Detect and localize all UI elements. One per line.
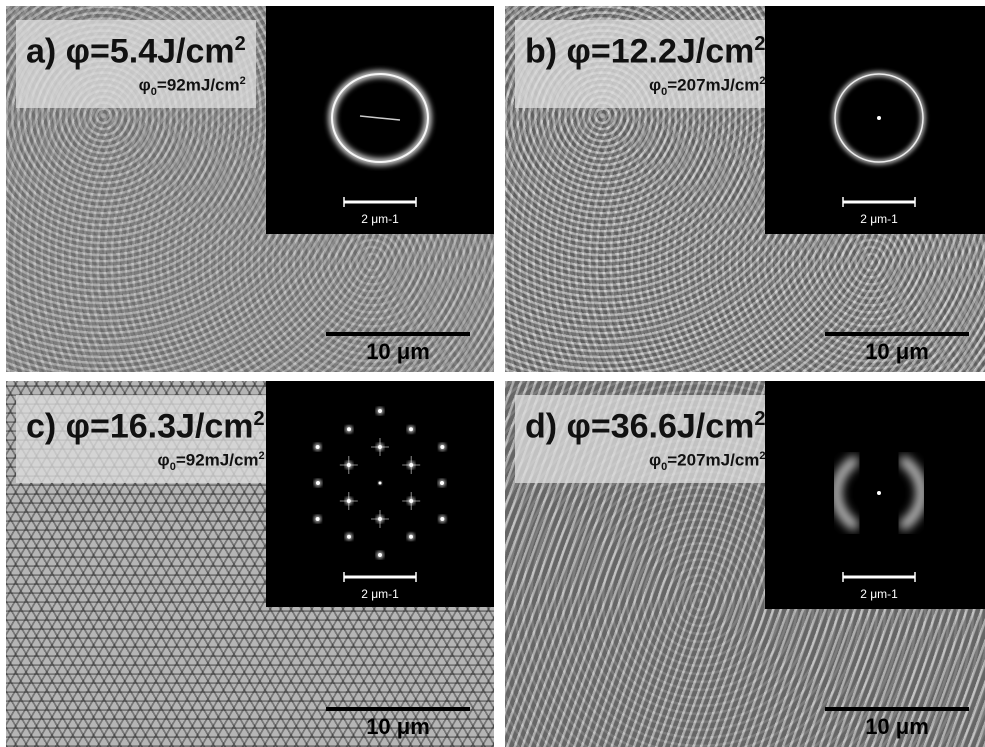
fft-scale-label: 2 μm-1 bbox=[860, 212, 898, 226]
fft-spot bbox=[409, 534, 413, 539]
threshold-label: φ0=92mJ/cm2 bbox=[157, 450, 265, 474]
scale-bar-label: 10 μm bbox=[366, 339, 430, 364]
threshold-label: φ0=207mJ/cm2 bbox=[648, 450, 766, 474]
fft-spot bbox=[440, 481, 444, 485]
panel-label: c) φ=16.3J/cm2 φ0=92mJ/cm2 bbox=[16, 395, 275, 484]
scale-bar-label: 10 μm bbox=[865, 714, 929, 739]
scale-bar-label: 10 μm bbox=[865, 339, 929, 364]
fft-arc-left bbox=[831, 454, 860, 532]
scale-bar-line bbox=[326, 332, 470, 336]
fft-spot bbox=[378, 409, 382, 413]
scale-bar-line bbox=[825, 332, 969, 336]
fft-inset: 2 μm-1 bbox=[765, 6, 985, 234]
scale-bar: 10 μm bbox=[825, 707, 969, 739]
scale-bar: 10 μm bbox=[825, 332, 969, 364]
fluence-label: c) φ=16.3J/cm2 bbox=[26, 407, 265, 446]
fluence-label: d) φ=36.6J/cm2 bbox=[525, 407, 766, 446]
panel-label: d) φ=36.6J/cm2 φ0=207mJ/cm2 bbox=[515, 395, 776, 484]
micrograph-panel-d: d) φ=36.6J/cm2 φ0=207mJ/cm2 2 μm-1 10 μm bbox=[505, 381, 985, 747]
fft-spot bbox=[440, 517, 445, 521]
scale-bar-label: 10 μm bbox=[366, 714, 430, 739]
fft-spot bbox=[409, 427, 413, 432]
fft-arc-right bbox=[898, 454, 927, 532]
fluence-label: b) φ=12.2J/cm2 bbox=[525, 32, 766, 71]
fft-center bbox=[877, 116, 881, 120]
fft-spot bbox=[378, 481, 382, 485]
scale-bar-line bbox=[326, 707, 470, 711]
panel-label: b) φ=12.2J/cm2 φ0=207mJ/cm2 bbox=[515, 20, 776, 109]
fft-inset: 2 μm-1 bbox=[266, 6, 494, 234]
fft-scale-label: 2 μm-1 bbox=[361, 587, 399, 601]
fft-spot bbox=[440, 445, 445, 449]
fft-spot bbox=[315, 445, 320, 449]
micrograph-panel-c: c) φ=16.3J/cm2 φ0=92mJ/cm2 2 μm-1 10 μm bbox=[6, 381, 494, 747]
panel-label: a) φ=5.4J/cm2 φ0=92mJ/cm2 bbox=[16, 20, 256, 109]
micrograph-panel-a: a) φ=5.4J/cm2 φ0=92mJ/cm2 2 μm-1 10 μm bbox=[6, 6, 494, 372]
fft-spot bbox=[316, 481, 320, 485]
scale-bar: 10 μm bbox=[326, 332, 470, 364]
threshold-label: φ0=92mJ/cm2 bbox=[138, 75, 246, 99]
fft-spot bbox=[347, 427, 351, 432]
fft-ring-core bbox=[834, 73, 924, 163]
fft-spot bbox=[315, 517, 320, 521]
fft-scale-label: 2 μm-1 bbox=[361, 212, 399, 226]
threshold-label: φ0=207mJ/cm2 bbox=[648, 75, 766, 99]
fft-spot bbox=[378, 553, 382, 557]
fft-scale-label: 2 μm-1 bbox=[860, 587, 898, 601]
fft-streak bbox=[359, 115, 401, 121]
fft-bragg-spots bbox=[313, 407, 447, 559]
fft-center bbox=[877, 491, 881, 495]
fft-inset: 2 μm-1 bbox=[266, 381, 494, 607]
fft-inset: 2 μm-1 bbox=[765, 381, 985, 609]
scale-bar-line bbox=[825, 707, 969, 711]
fluence-label: a) φ=5.4J/cm2 bbox=[26, 32, 246, 71]
fft-spot bbox=[347, 534, 351, 539]
micrograph-panel-b: b) φ=12.2J/cm2 φ0=207mJ/cm2 2 μm-1 10 μm bbox=[505, 6, 985, 372]
scale-bar: 10 μm bbox=[326, 707, 470, 739]
fft-ring-core bbox=[331, 73, 429, 163]
